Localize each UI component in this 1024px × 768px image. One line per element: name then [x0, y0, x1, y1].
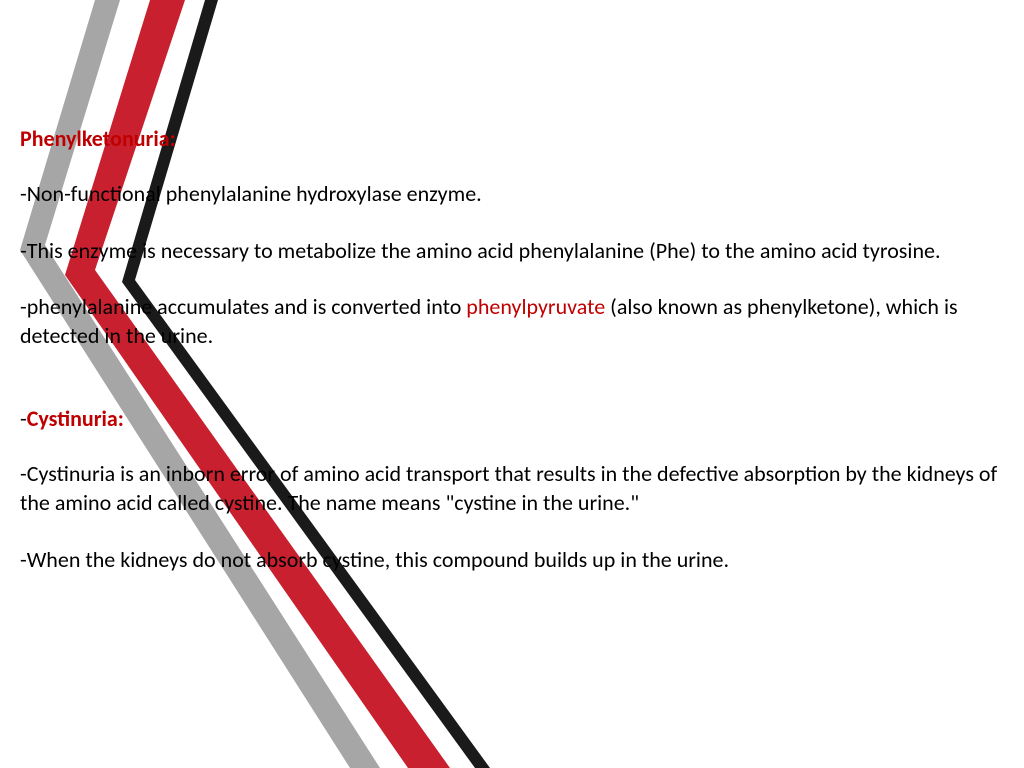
section1-p3-highlight: phenylpyruvate: [466, 293, 605, 320]
section1-p1: -Non-functional phenylalanine hydroxylas…: [20, 180, 1004, 209]
slide-content: Phenylketonuria: -Non-functional phenyla…: [0, 0, 1024, 622]
section2-p2: -When the kidneys do not absorb cystine,…: [20, 546, 1004, 575]
section2-dash: -: [20, 405, 27, 432]
section1-title: Phenylketonuria:: [20, 125, 1004, 152]
section2-title-line: -Cystinuria:: [20, 405, 1004, 432]
section2-p1: -Cystinuria is an inborn error of amino …: [20, 460, 1004, 517]
section1-p3-a: -phenylalanine accumulates and is conver…: [20, 293, 466, 320]
section1-p3: -phenylalanine accumulates and is conver…: [20, 293, 1004, 350]
section1-p2: -This enzyme is necessary to metabolize …: [20, 237, 1004, 266]
section2-title: Cystinuria:: [27, 405, 124, 432]
